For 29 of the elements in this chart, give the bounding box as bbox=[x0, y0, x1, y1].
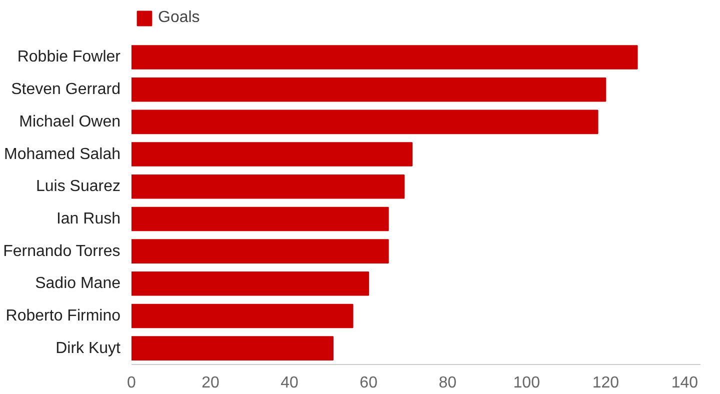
x-tick-label: 120 bbox=[592, 374, 620, 392]
y-tick-label: Fernando Torres bbox=[3, 242, 120, 260]
y-tick-label: Mohamed Salah bbox=[4, 146, 120, 163]
bar bbox=[132, 77, 606, 102]
y-tick-label: Robbie Fowler bbox=[17, 48, 122, 66]
y-tick-label: Steven Gerrard bbox=[11, 81, 121, 98]
x-tick-label: 0 bbox=[127, 374, 136, 392]
x-tick-label: 40 bbox=[280, 374, 299, 392]
y-tick-label: Michael Owen bbox=[19, 113, 120, 130]
bar bbox=[132, 336, 334, 360]
x-tick-label: 60 bbox=[360, 374, 378, 392]
y-tick-label: Ian Rush bbox=[56, 210, 121, 228]
bar bbox=[132, 206, 389, 232]
bar bbox=[132, 174, 405, 199]
x-tick-label: 80 bbox=[438, 374, 457, 392]
bar bbox=[132, 110, 598, 134]
x-tick-label: 140 bbox=[671, 374, 698, 392]
x-tick-label: 100 bbox=[513, 374, 540, 392]
legend-label: Goals bbox=[158, 9, 200, 27]
bar bbox=[132, 304, 354, 328]
bar bbox=[132, 45, 638, 70]
y-tick-label: Roberto Firmino bbox=[6, 307, 121, 324]
y-tick-label: Dirk Kuyt bbox=[56, 340, 122, 357]
y-tick-label: Luis Suarez bbox=[36, 178, 121, 196]
bar bbox=[132, 272, 370, 296]
bar bbox=[132, 239, 389, 264]
bar bbox=[132, 142, 413, 166]
x-tick-label: 20 bbox=[202, 374, 220, 392]
y-tick-label: Sadio Mane bbox=[35, 275, 121, 292]
